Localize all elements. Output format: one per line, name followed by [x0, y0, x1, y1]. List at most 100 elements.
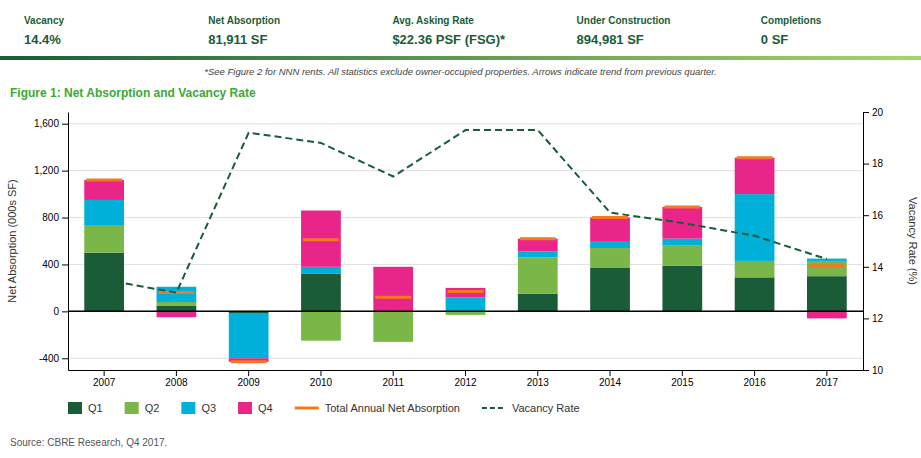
tick-label: 12 [872, 313, 884, 324]
tick-mark [393, 370, 394, 376]
line [104, 130, 827, 293]
bar [301, 311, 341, 340]
bar [446, 288, 486, 297]
header-label: Net Absorption [208, 15, 280, 26]
bar [84, 200, 124, 226]
zero-line [68, 311, 863, 313]
tick: 2012 [454, 370, 477, 388]
tick-mark [863, 267, 869, 268]
grid-line [68, 311, 863, 312]
tick: 2014 [599, 370, 622, 388]
bar [735, 194, 775, 261]
bar [735, 261, 775, 277]
tick-label: 2011 [382, 377, 404, 388]
legend-item: Q4 [238, 402, 273, 414]
tick: 18 [863, 158, 884, 169]
tick-mark [610, 370, 611, 376]
grid [68, 124, 863, 359]
tick-label: 0 [53, 306, 59, 317]
tick-label: 16 [872, 210, 884, 221]
tick: 2010 [310, 370, 333, 388]
tick: 2013 [527, 370, 550, 388]
plot-area [68, 130, 863, 362]
source: Source: CBRE Research, Q4 2017. [10, 437, 167, 448]
total-marker [159, 291, 195, 294]
header-label: Completions [761, 15, 822, 26]
legend-item: Total Annual Net Absorption [295, 402, 460, 414]
bar [807, 261, 847, 276]
bar [735, 158, 775, 194]
bar [84, 180, 124, 200]
bar [229, 358, 269, 362]
tick-label: 10 [872, 365, 884, 376]
tick-label: -400 [39, 353, 59, 364]
bar [662, 266, 702, 312]
bar [373, 311, 413, 341]
tick-label: 2017 [816, 377, 839, 388]
separator [0, 56, 921, 60]
tick: 20 [863, 107, 884, 118]
tick: 1,200 [34, 165, 68, 176]
tick-mark [754, 370, 755, 376]
bar [590, 218, 630, 241]
legend-label: Q4 [258, 402, 273, 414]
axis: 2007200820092010201120122013201420152016… [69, 370, 864, 388]
tick: 2009 [238, 370, 261, 388]
tick: 12 [863, 313, 884, 324]
tick-label: 2014 [599, 377, 622, 388]
bar-series [84, 253, 846, 314]
tick: 800 [42, 212, 68, 223]
bar [157, 287, 197, 302]
total-marker [303, 238, 339, 241]
tick-mark [863, 164, 869, 165]
legend-label: Vacancy Rate [512, 402, 580, 414]
total-marker [592, 216, 628, 219]
tick-label: 2013 [527, 377, 550, 388]
tick: 1,600 [34, 118, 68, 129]
bar [735, 277, 775, 311]
total-marker [448, 290, 484, 293]
tick-mark [682, 370, 683, 376]
tick-label: 20 [872, 107, 884, 118]
tick-mark [62, 264, 68, 265]
grid-line [68, 123, 863, 124]
bar [807, 311, 847, 318]
bar-series [84, 158, 846, 362]
marker-series [86, 158, 844, 362]
axis-title: Vacancy Rate (%) [907, 197, 919, 285]
tick: 14 [863, 262, 884, 273]
tick-label: 2015 [671, 377, 694, 388]
tick-mark [62, 218, 68, 219]
legend-swatch [181, 402, 195, 414]
total-marker [86, 179, 122, 182]
bar [662, 239, 702, 246]
tick-mark [863, 318, 869, 319]
legend-item: Q1 [68, 402, 103, 414]
tick-label: 14 [872, 262, 884, 273]
bar [301, 274, 341, 312]
tick-mark [248, 370, 249, 376]
tick-mark [62, 171, 68, 172]
total-marker [737, 156, 773, 159]
tick-mark [320, 370, 321, 376]
tick-mark [465, 370, 466, 376]
tick: 400 [42, 259, 68, 270]
tick-mark [863, 215, 869, 216]
tick: 2015 [671, 370, 694, 388]
legend-swatch [125, 402, 139, 414]
legend-label: Total Annual Net Absorption [325, 402, 460, 414]
legend-label: Q1 [88, 402, 103, 414]
grid-line [68, 358, 863, 359]
total-marker [809, 264, 845, 267]
tick-label: 18 [872, 158, 884, 169]
legend-swatch [68, 402, 82, 414]
bar [590, 248, 630, 268]
header-label: Vacancy [24, 15, 64, 26]
tick-mark [863, 112, 869, 113]
tick: 2008 [165, 370, 188, 388]
bar [807, 276, 847, 311]
bar [229, 314, 269, 359]
total-marker [375, 296, 411, 299]
tick-mark [62, 124, 68, 125]
header-value: 14.4% [24, 32, 61, 47]
